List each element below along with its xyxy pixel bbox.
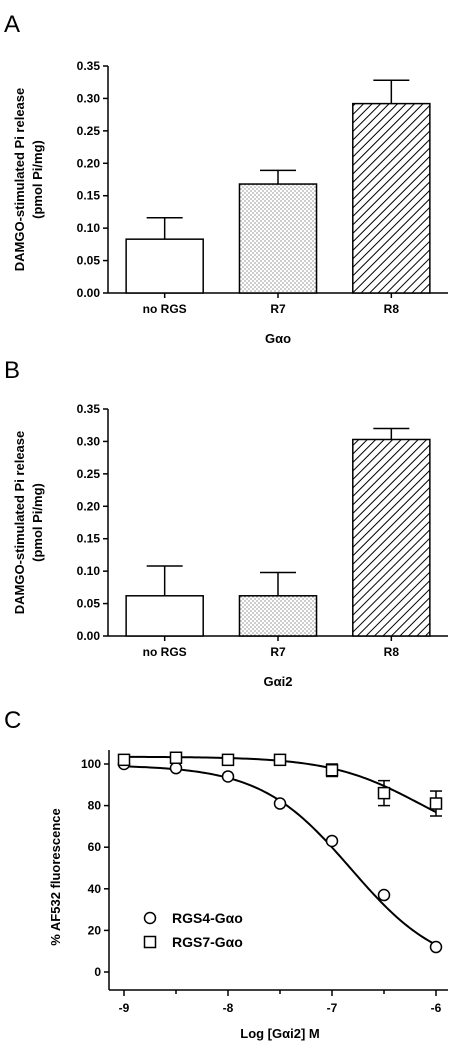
x-tick-label: -6 (431, 1001, 442, 1015)
y-tick-label: 0.05 (77, 597, 101, 611)
square-marker (169, 751, 183, 765)
x-tick-label: R8 (384, 645, 400, 659)
panel-letter-a: A (4, 11, 20, 38)
x-tick-label: R7 (270, 302, 286, 316)
y-tick-label: 20 (88, 923, 102, 937)
x-axis-label: Gαi2 (264, 674, 293, 689)
y-tick-label: 0.00 (77, 629, 101, 643)
y-axis-label: % AF532 fluorescence (48, 808, 63, 946)
circle-marker (221, 770, 235, 783)
bar (352, 102, 431, 294)
legend-marker (143, 935, 157, 949)
square-marker (429, 797, 443, 810)
square-marker (325, 763, 339, 777)
x-tick-label: no RGS (143, 645, 187, 659)
x-tick-label: R8 (384, 302, 400, 316)
x-tick-label: -7 (327, 1001, 338, 1015)
square-marker (273, 753, 287, 767)
y-axis-label: DAMGO-stimulated Pi release (12, 88, 27, 272)
square-marker (117, 753, 131, 767)
x-tick-label: -8 (223, 1001, 234, 1015)
y-tick-label: 80 (88, 799, 102, 813)
y-tick-label: 0.05 (77, 254, 101, 268)
legend-marker (143, 911, 157, 925)
legend-label: RGS4-Gαo (172, 910, 243, 926)
circle-marker (377, 888, 391, 902)
x-tick-label: -9 (119, 1001, 130, 1015)
circle-marker (273, 797, 287, 810)
y-tick-label: 0.20 (77, 156, 101, 170)
y-axis-label-units: (pmol Pi/mg) (30, 140, 45, 219)
bar (352, 438, 431, 637)
bar-chart-a: 0.00 0.05 0.10 0.15 0.20 0.25 0.30 0.35 no RGS R7… (12, 59, 448, 346)
y-tick-label: 0.35 (77, 59, 101, 73)
circle-marker (325, 834, 339, 848)
bar-chart-b: 0.00 0.05 0.10 0.15 0.20 0.25 0.30 0.35 no RGS R7… (12, 402, 448, 689)
y-tick-label: 0 (94, 965, 101, 979)
y-tick-label: 100 (81, 757, 101, 771)
bar (125, 595, 204, 637)
y-tick-label: 0.35 (77, 402, 101, 416)
y-tick-label: 40 (88, 882, 102, 896)
circle-marker (169, 761, 183, 775)
bar (125, 238, 204, 294)
y-tick-label: 60 (88, 840, 102, 854)
y-axis-label: DAMGO-stimulated Pi release (12, 431, 27, 615)
square-marker (221, 753, 235, 767)
y-tick-label: 0.10 (77, 564, 101, 578)
x-axis-label: Gαo (265, 331, 291, 346)
bar (238, 183, 318, 294)
y-tick-label: 0.15 (77, 532, 101, 546)
x-axis-label: Log [Gαi2] M (240, 1026, 319, 1041)
panel-letter-b: B (4, 357, 20, 384)
y-tick-label: 0.25 (77, 124, 101, 138)
y-axis-label-units: (pmol Pi/mg) (30, 483, 45, 562)
y-tick-label: 0.20 (77, 499, 101, 513)
y-tick-label: 0.10 (77, 221, 101, 235)
square-marker (377, 786, 391, 800)
y-tick-label: 0.30 (77, 434, 101, 448)
x-tick-label: no RGS (143, 302, 187, 316)
circle-marker (429, 940, 443, 954)
y-tick-label: 0.30 (77, 91, 101, 105)
y-tick-label: 0.25 (77, 467, 101, 481)
x-tick-label: R7 (270, 645, 286, 659)
legend-label: RGS7-Gαo (172, 934, 243, 950)
panel-letter-c: C (4, 707, 21, 734)
bar (238, 595, 318, 637)
y-tick-label: 0.00 (77, 286, 101, 300)
y-tick-label: 0.15 (77, 189, 101, 203)
dose-response-chart-c: 0 20 40 60 80 100 -9 -8 -7 -6 Log [Gαi2] M % AF532 … (48, 750, 448, 1041)
